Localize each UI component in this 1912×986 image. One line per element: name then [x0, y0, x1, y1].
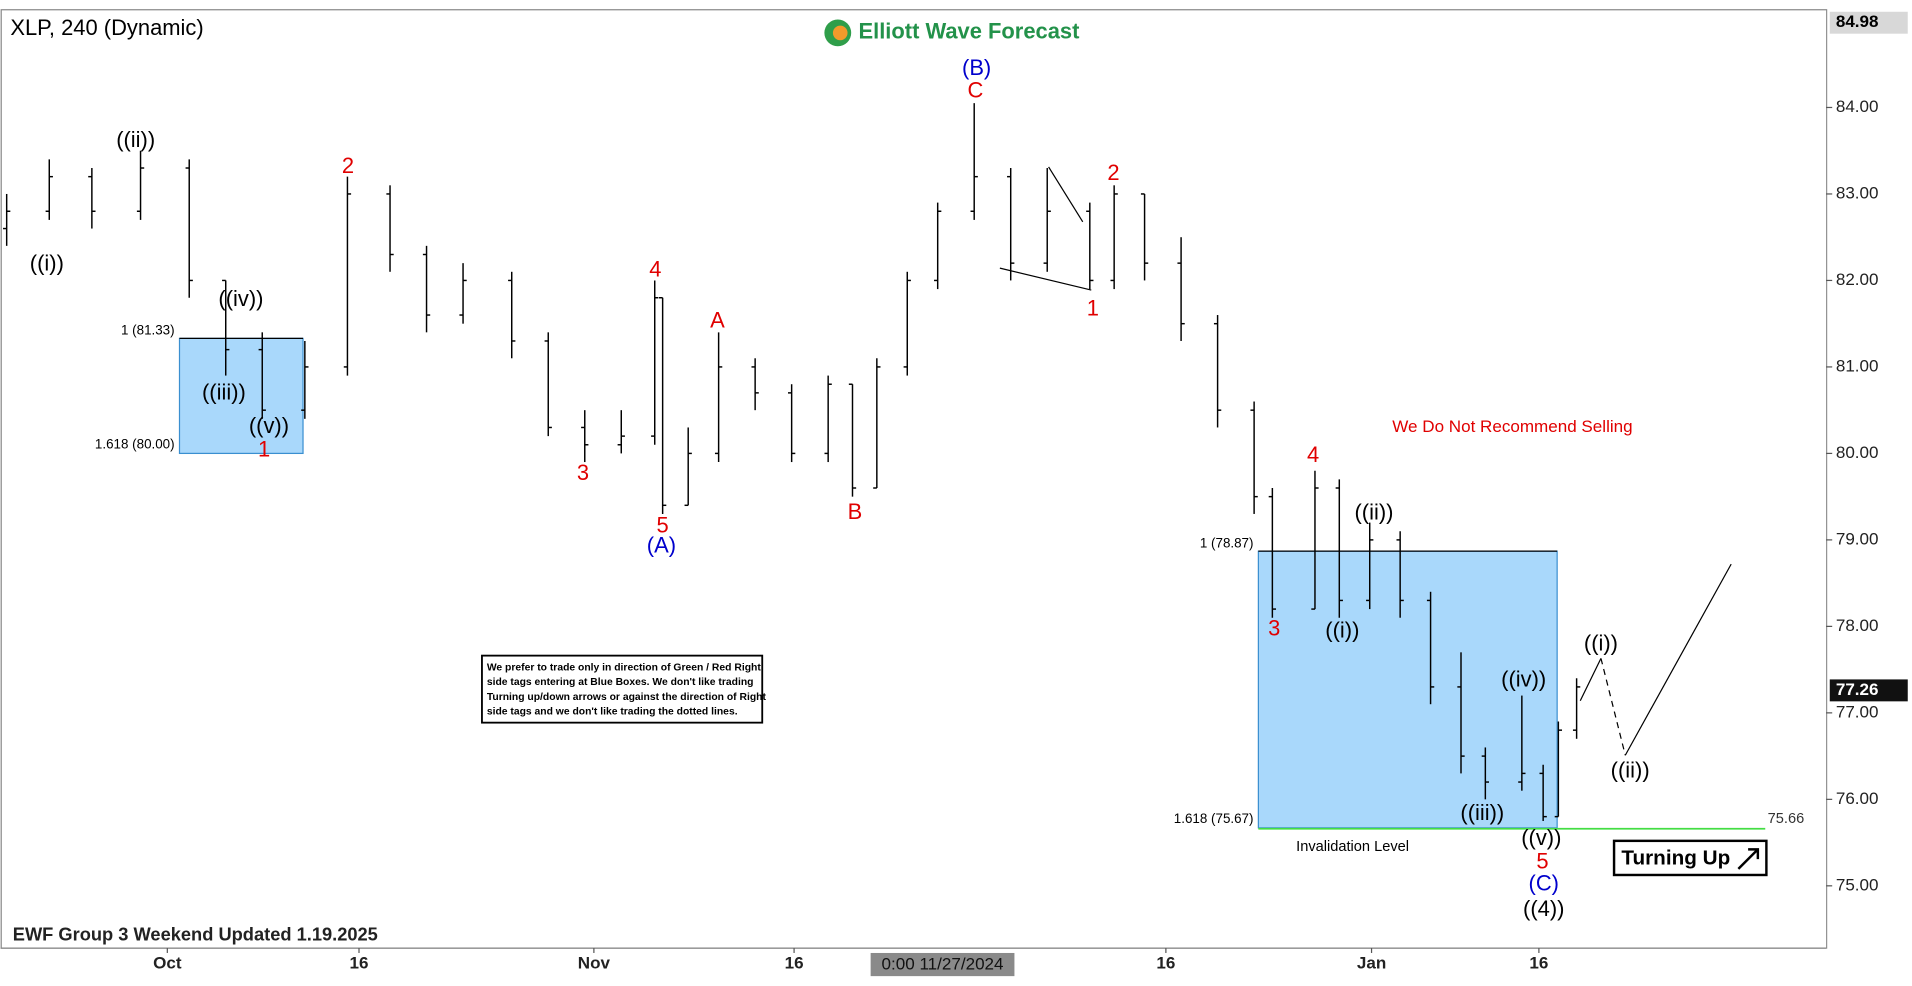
wave-label: ((i))	[1325, 617, 1359, 642]
bars	[3, 103, 1581, 821]
wave-label: (A)	[647, 533, 676, 558]
x-tick-label: Oct	[153, 953, 182, 972]
signal-arrow	[1737, 848, 1760, 870]
chart-title: XLP, 240 (Dynamic)	[10, 15, 203, 40]
wave-label: ((iii))	[202, 380, 246, 405]
x-tick-label: 16	[785, 953, 804, 972]
zone-label: 1.618 (75.67)	[1174, 811, 1254, 826]
wave-label: 2	[342, 153, 354, 178]
wave-label: ((v))	[1521, 825, 1561, 850]
top-price: 84.98	[1836, 12, 1879, 31]
y-tick-label: 77.00	[1836, 702, 1879, 721]
wave-label: 5	[1536, 848, 1548, 873]
wave-label: A	[710, 308, 725, 333]
wave-label: C	[967, 78, 983, 103]
wave-label: 4	[649, 257, 661, 282]
zone-label: 1 (78.87)	[1200, 535, 1254, 550]
footer: EWF Group 3 Weekend Updated 1.19.2025	[13, 924, 378, 945]
projection	[1624, 563, 1732, 756]
y-tick-label: 80.00	[1836, 443, 1879, 462]
wave-label: ((iv))	[218, 286, 263, 311]
wave-label: (B)	[962, 55, 991, 80]
wave-label: ((ii))	[1611, 757, 1650, 782]
x-tick-label: Jan	[1357, 953, 1386, 972]
y-tick-label: 83.00	[1836, 183, 1879, 202]
top-price-bg	[1829, 11, 1908, 34]
signal-frame	[1612, 839, 1768, 877]
last-price: 77.26	[1836, 680, 1879, 699]
zone-label: 1.618 (80.00)	[95, 436, 175, 451]
signal-text: Turning Up	[1621, 847, 1730, 870]
wave-label: ((4))	[1523, 896, 1564, 921]
note-line: Turning up/down arrows or against the di…	[487, 692, 767, 703]
y-tick-label: 78.00	[1836, 616, 1879, 635]
triangle-line	[999, 267, 1092, 291]
zone-label: 1 (81.33)	[121, 323, 175, 338]
y-tick-label: 79.00	[1836, 529, 1879, 548]
zones: 1 (81.33) 1.618 (80.00) 1 (78.87) 1.618 (75…	[95, 323, 1804, 855]
wave-label: 5	[657, 513, 669, 538]
wave-label: 3	[1268, 616, 1280, 641]
wave-label: 2	[1107, 160, 1119, 185]
x-tick-label: 16	[350, 953, 369, 972]
note-frame	[481, 654, 764, 724]
wave-label: ((ii))	[1355, 500, 1394, 525]
wave-label: ((ii))	[116, 127, 155, 152]
projection-dashed	[1600, 658, 1626, 756]
y-tick-label: 81.00	[1836, 356, 1879, 375]
wave-label: ((v))	[249, 413, 289, 438]
invalidation-label: Invalidation Level	[1296, 839, 1409, 855]
crosshair-bg	[870, 952, 1015, 977]
wave-label: 3	[577, 460, 589, 485]
y-tick-label: 82.00	[1836, 270, 1879, 289]
invalidation-value: 75.66	[1768, 811, 1805, 827]
y-tick-label: 84.00	[1836, 97, 1879, 116]
warning: We Do Not Recommend Selling	[1392, 417, 1632, 436]
note-line: side tags entering at Blue Boxes. We don…	[487, 677, 754, 688]
crosshair-label: 0:00 11/27/2024	[882, 955, 1004, 974]
wave-label: 4	[1307, 442, 1319, 467]
wave-label: ((i))	[1584, 630, 1618, 655]
wave-label: 1	[258, 437, 270, 462]
wave-label: (C)	[1529, 871, 1559, 896]
brand-logo: Elliott Wave Forecast	[824, 19, 1080, 47]
wave-label: ((iii))	[1460, 800, 1504, 825]
x-tick-label: 16	[1156, 953, 1175, 972]
annotations: ((i))((ii))((iv))((iii))((v))12345(A)AB(…	[30, 55, 1732, 921]
y-tick-label: 75.00	[1836, 875, 1879, 894]
x-tick-label: 16	[1529, 953, 1548, 972]
x-tick-label: Nov	[578, 953, 611, 972]
y-tick-label: 76.00	[1836, 789, 1879, 808]
wave-label: ((i))	[30, 251, 64, 276]
projection	[1579, 658, 1602, 702]
brand-name: Elliott Wave Forecast	[859, 19, 1081, 44]
triangle-line	[1048, 166, 1084, 223]
wave-label: B	[848, 499, 863, 524]
wave-label: ((iv))	[1501, 667, 1546, 692]
last-price-bg	[1829, 679, 1908, 702]
signal-box: Turning Up	[1612, 839, 1768, 877]
note-line: We prefer to trade only in direction of …	[487, 663, 762, 674]
wave-label: 1	[1087, 296, 1099, 321]
axis-bg	[1827, 0, 1912, 981]
logo-icon	[832, 25, 848, 41]
note-line: side tags and we don't like trading the …	[487, 706, 738, 717]
note-box: We prefer to trade only in direction of …	[481, 654, 767, 724]
